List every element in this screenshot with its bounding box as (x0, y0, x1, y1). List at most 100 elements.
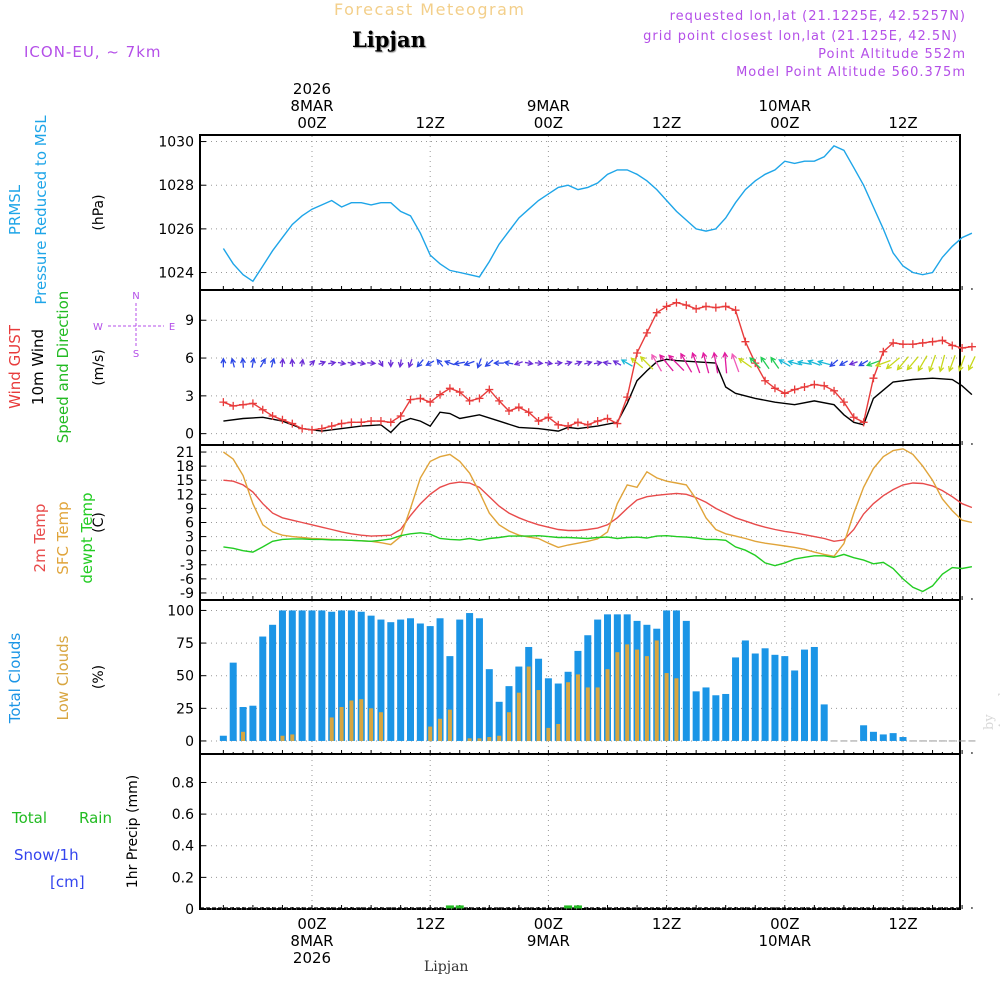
arrow-head (957, 365, 964, 372)
low-cloud-bar (625, 644, 630, 741)
wind-gust-marker (780, 389, 789, 398)
wind-gust-marker (928, 337, 937, 346)
arrow-head (360, 360, 367, 366)
wind-direction-arrow (711, 351, 719, 374)
arrow-head (416, 361, 423, 368)
arrow-shaft (724, 352, 728, 374)
arrow-head (807, 359, 814, 366)
wind-gust-marker (820, 381, 829, 390)
wind-direction-arrow (357, 360, 367, 366)
wind-gust-marker (879, 347, 888, 356)
low-cloud-bar (369, 708, 374, 741)
total-cloud-bar (298, 610, 306, 741)
arrow-shaft (231, 358, 235, 368)
wind-gust-marker (268, 412, 277, 421)
total-cloud-bar (751, 653, 759, 741)
wind-gust-marker (327, 422, 336, 431)
wind-gust-marker (495, 396, 504, 405)
compass-w: W (93, 322, 103, 333)
arrow-shaft (808, 360, 821, 366)
wind-direction-arrow (554, 360, 563, 367)
wind-gust-marker (642, 328, 651, 337)
wind-series-label: Speed and Direction (54, 291, 72, 444)
bottom-time-label: 12Z (652, 915, 681, 933)
wind-gust-marker (662, 302, 671, 311)
low-cloud-bar (585, 687, 590, 741)
arrow-head (948, 365, 954, 373)
arrow-head (787, 359, 794, 366)
wind-gust-marker (514, 403, 523, 412)
arrow-head (938, 366, 945, 373)
low-cloud-bar (615, 652, 620, 741)
wind-gust-marker (889, 338, 898, 347)
wind-direction-arrow (896, 356, 909, 371)
arrow-head (230, 357, 236, 364)
temperature-line-dewpt-temp (223, 532, 973, 593)
total-cloud-bar (761, 648, 769, 741)
wind-direction-arrow (906, 356, 919, 371)
total-cloud-bar (682, 620, 690, 741)
wind-direction-arrow (328, 360, 337, 367)
arrow-shaft (242, 358, 245, 368)
arrow-head (620, 359, 627, 365)
arrow-head (279, 357, 286, 364)
total-cloud-bar (485, 669, 493, 741)
wind-direction-arrow (337, 360, 347, 366)
compass-e: E (169, 322, 175, 333)
arrow-shaft (640, 356, 654, 370)
arrow-head (917, 365, 924, 372)
arrow-shaft (858, 360, 869, 367)
arrow-shaft (818, 360, 831, 366)
wind-gust-marker (672, 298, 681, 307)
low-cloud-bar (605, 669, 610, 741)
arrow-head (874, 361, 882, 368)
wind-direction-arrow (839, 360, 848, 366)
pressure-ylabel: (hPa) (91, 194, 107, 230)
low-cloud-bar (595, 687, 600, 741)
temperature-ytick-label: -9 (180, 586, 194, 602)
low-cloud-bar (654, 640, 659, 741)
total-cloud-bar (722, 693, 730, 741)
wind-gust-marker (770, 384, 779, 393)
precip-ytick-label: 0.4 (172, 839, 194, 855)
wind-direction-arrow (453, 360, 465, 367)
wind-gust-marker (839, 398, 848, 407)
arrow-head (722, 351, 729, 358)
total-cloud-bar (269, 624, 277, 741)
temperature-ytick-label: 18 (176, 459, 194, 475)
pressure-ytick-label: 1030 (158, 135, 194, 151)
wind-direction-arrow (544, 360, 554, 366)
arrow-head (711, 351, 718, 358)
low-cloud-bar (349, 700, 354, 741)
arrow-shaft (651, 354, 663, 372)
low-cloud-bar (467, 738, 472, 741)
low-cloud-bar (566, 682, 571, 741)
arrow-head (668, 354, 674, 361)
bottom-time-label: 12Z (416, 915, 445, 933)
wind-gust-marker (583, 420, 592, 429)
wind-direction-arrow (534, 360, 544, 367)
wind-gust-marker (741, 337, 750, 346)
arrow-shaft (702, 352, 710, 374)
arrow-head (378, 361, 384, 368)
wind-gust-marker (367, 417, 376, 426)
wind-gust-marker (869, 374, 878, 383)
arrow-head (737, 357, 745, 364)
wind-gust-marker (396, 412, 405, 421)
arrow-shaft (445, 360, 455, 366)
total-cloud-bar (259, 636, 267, 741)
wind-gust-marker (859, 418, 868, 427)
clouds-series-label: Low Clouds (54, 635, 72, 720)
wind-direction-arrow (250, 357, 256, 368)
wind-direction-arrow (367, 360, 377, 367)
arrow-head (839, 360, 846, 366)
arrow-head (309, 359, 316, 366)
wind-gust-marker (613, 419, 622, 428)
wind-ytick-label: 0 (185, 427, 194, 443)
arrow-head (749, 357, 756, 364)
arrow-head (484, 361, 491, 368)
temperature-series-label: 2m Temp (31, 504, 49, 573)
low-cloud-bar (428, 726, 433, 741)
